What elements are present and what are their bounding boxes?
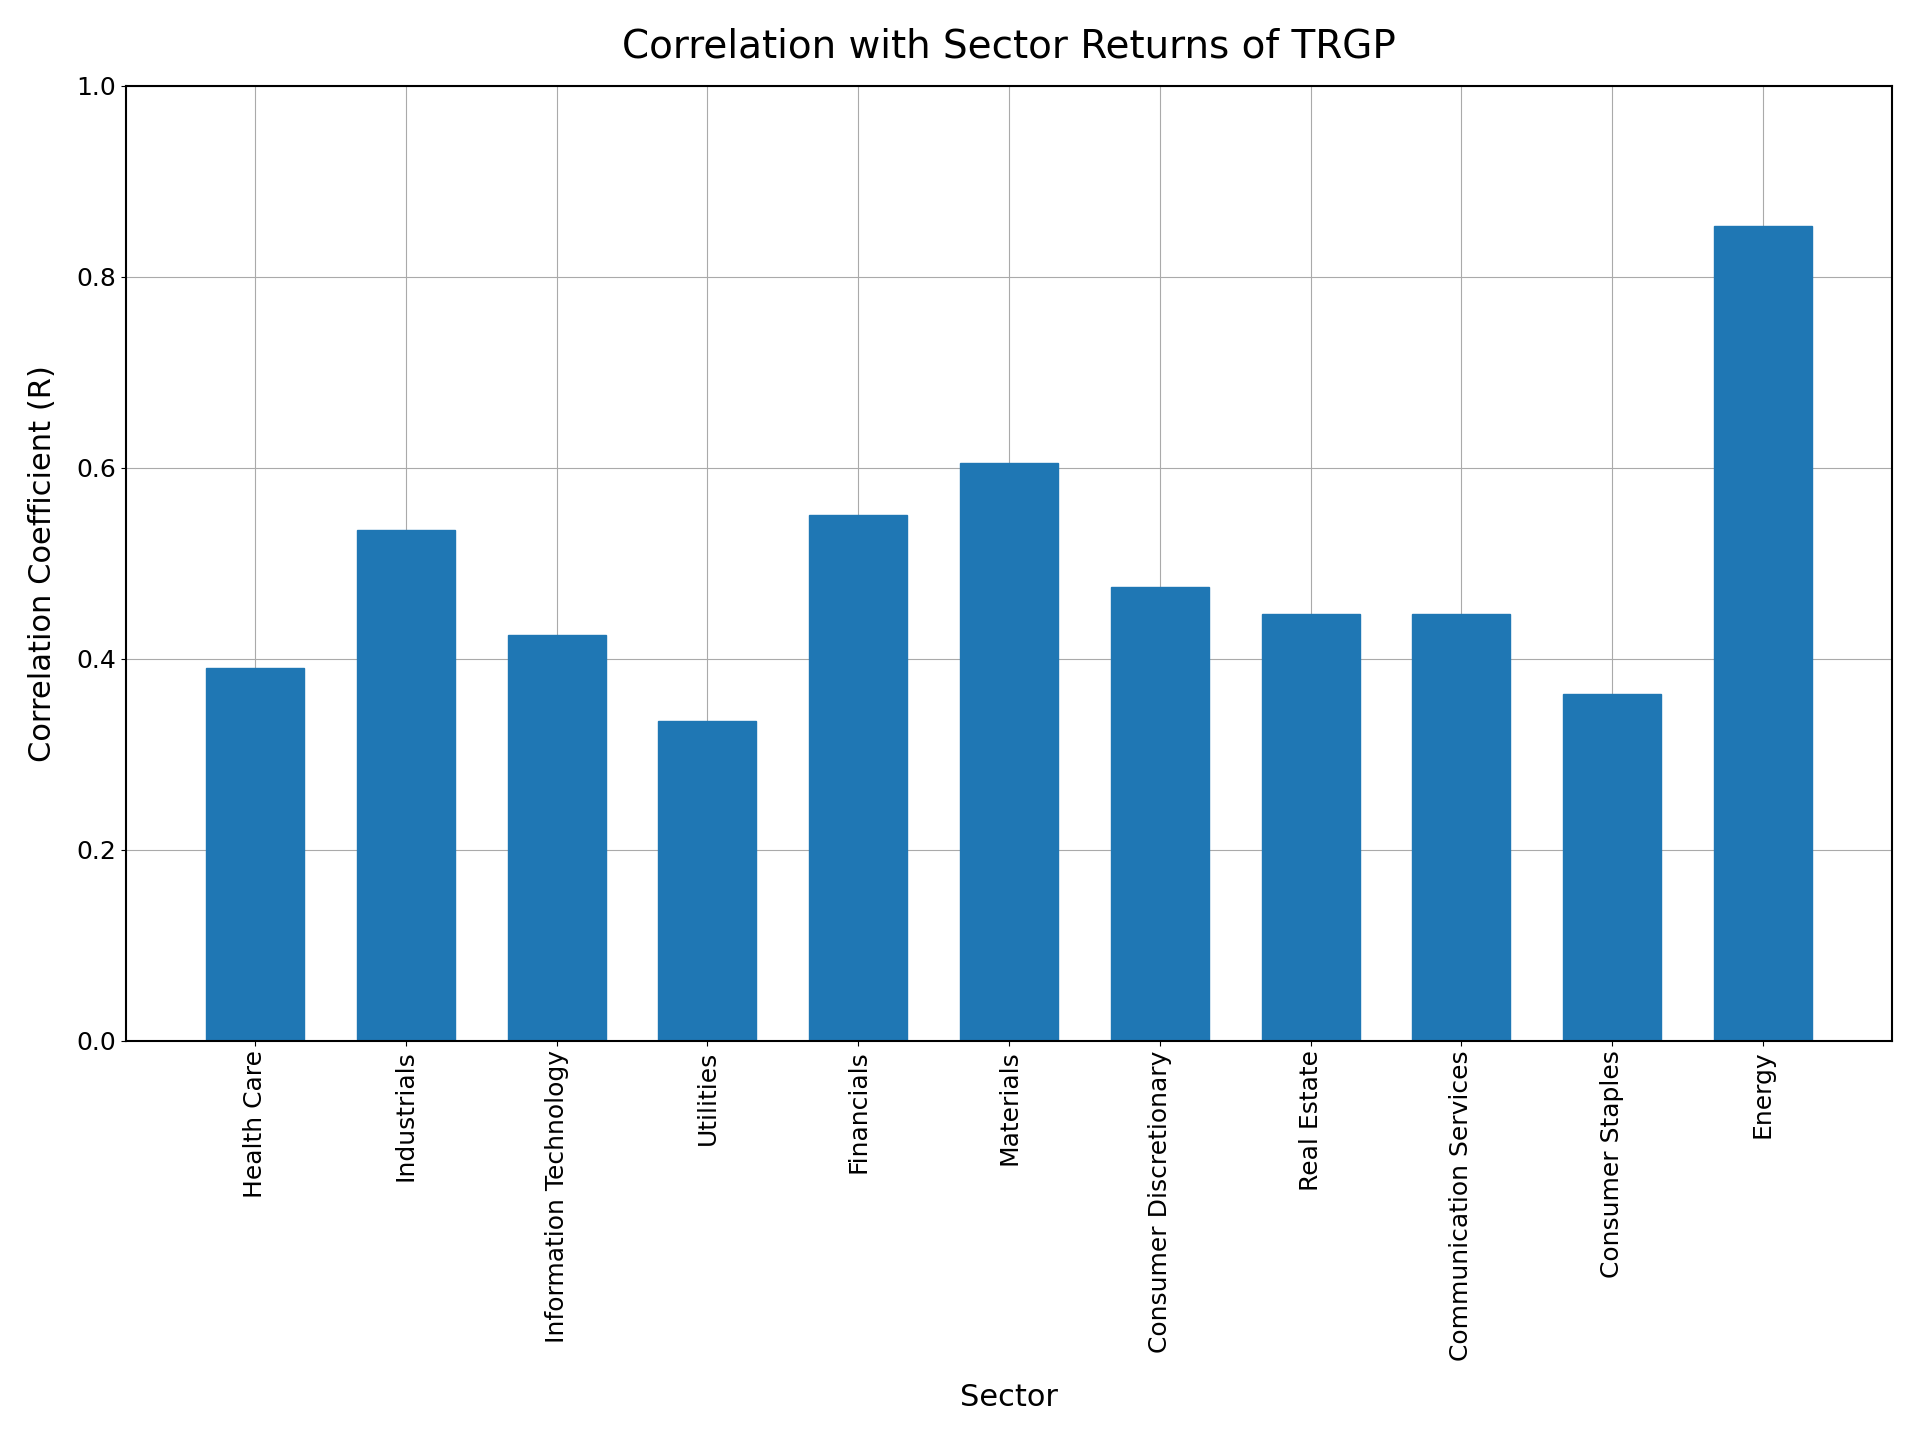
Title: Correlation with Sector Returns of TRGP: Correlation with Sector Returns of TRGP <box>622 27 1396 66</box>
Bar <box>205 668 303 1041</box>
Bar <box>1112 588 1210 1041</box>
Bar <box>1261 613 1359 1041</box>
Bar <box>960 462 1058 1041</box>
Bar <box>357 530 455 1041</box>
Y-axis label: Correlation Coefficient (R): Correlation Coefficient (R) <box>27 364 58 762</box>
Bar <box>1413 613 1511 1041</box>
Bar <box>808 516 908 1041</box>
Bar <box>507 635 605 1041</box>
Bar <box>1715 226 1812 1041</box>
X-axis label: Sector: Sector <box>960 1384 1058 1413</box>
Bar <box>659 720 756 1041</box>
Bar <box>1563 694 1661 1041</box>
